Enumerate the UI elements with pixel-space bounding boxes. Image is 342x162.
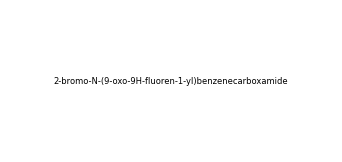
Text: 2-bromo-N-(9-oxo-9H-fluoren-1-yl)benzenecarboxamide: 2-bromo-N-(9-oxo-9H-fluoren-1-yl)benzene… [54, 76, 288, 86]
